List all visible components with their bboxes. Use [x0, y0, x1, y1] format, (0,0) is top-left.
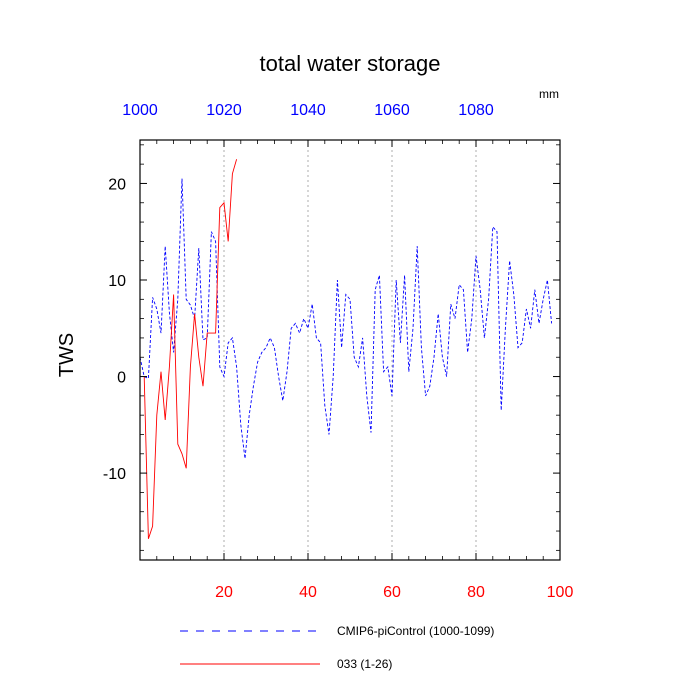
x-top-tick-label: 1000: [122, 102, 158, 119]
chart-title: total water storage: [260, 51, 441, 76]
y-axis-label: TWS: [56, 333, 78, 377]
unit-label: mm: [539, 87, 559, 101]
x-bottom-tick-label: 80: [467, 584, 485, 601]
x-bottom-tick-label: 20: [215, 584, 233, 601]
y-tick-label: 10: [108, 273, 126, 290]
series-line-033: [143, 159, 238, 539]
x-bottom-tick-label: 40: [299, 584, 317, 601]
x-top-tick-label: 1060: [374, 102, 410, 119]
legend: CMIP6-piControl (1000-1099) 033 (1-26): [180, 624, 494, 671]
y-axis: -10 0 10 20: [103, 144, 560, 551]
y-tick-label: 0: [117, 370, 126, 387]
x-bottom-tick-label: 60: [383, 584, 401, 601]
x-top-tick-label: 1020: [206, 102, 242, 119]
top-x-axis: 1000 1020 1040 1060 1080: [122, 102, 544, 147]
grid-lines: [223, 140, 477, 560]
series-lines: [140, 159, 553, 539]
x-top-tick-label: 1040: [290, 102, 326, 119]
x-bottom-tick-label: 100: [547, 584, 574, 601]
bottom-x-axis: 20 40 60 80 100: [156, 553, 574, 601]
legend-label-033: 033 (1-26): [337, 657, 392, 671]
plot-frame: [139, 139, 561, 561]
x-top-tick-label: 1080: [458, 102, 494, 119]
legend-label-piControl: CMIP6-piControl (1000-1099): [337, 624, 494, 638]
series-line-piControl: [140, 178, 553, 459]
y-tick-label: 20: [108, 176, 126, 193]
y-tick-label: -10: [103, 466, 126, 483]
